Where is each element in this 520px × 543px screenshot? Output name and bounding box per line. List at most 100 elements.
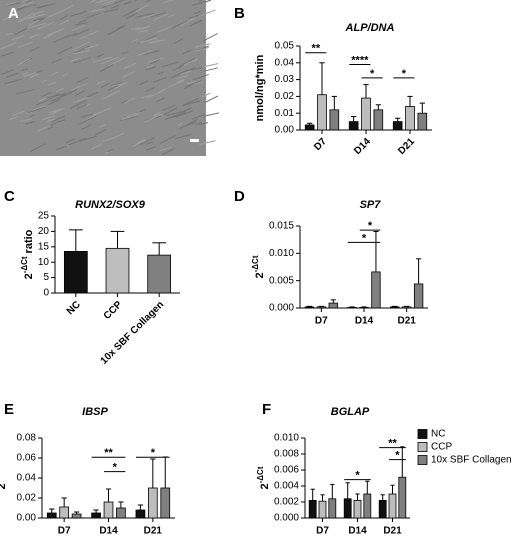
cell-texture bbox=[72, 96, 89, 104]
x-tick-label: D21 bbox=[383, 526, 402, 537]
y-tick-label: 0.010 bbox=[269, 248, 294, 259]
cell-texture bbox=[168, 14, 175, 18]
cell-texture bbox=[27, 13, 45, 20]
cell-texture bbox=[149, 39, 162, 44]
cell-texture bbox=[126, 112, 141, 118]
cell-texture bbox=[53, 34, 72, 43]
cell-texture bbox=[104, 8, 119, 13]
panel-letter: F bbox=[262, 401, 271, 418]
y-tick-label: 0.02 bbox=[275, 91, 295, 102]
cell-texture bbox=[94, 128, 107, 136]
cell-texture bbox=[107, 26, 124, 36]
cell-texture bbox=[80, 113, 94, 118]
bar bbox=[46, 512, 57, 519]
cell-texture bbox=[59, 19, 70, 25]
cell-texture bbox=[188, 13, 204, 19]
y-tick-label: 15 bbox=[38, 241, 50, 252]
cell-texture bbox=[139, 80, 149, 86]
y-tick-label: 20 bbox=[38, 226, 50, 237]
bar bbox=[71, 513, 82, 519]
cell-texture bbox=[25, 0, 32, 3]
cell-texture bbox=[78, 115, 95, 124]
cell-texture bbox=[58, 119, 66, 123]
cell-texture bbox=[95, 0, 110, 4]
cell-texture bbox=[170, 69, 188, 79]
cell-texture bbox=[72, 50, 90, 55]
cell-texture bbox=[149, 59, 160, 65]
cell-texture bbox=[186, 118, 199, 126]
bar bbox=[353, 499, 362, 519]
cell-texture bbox=[172, 66, 182, 71]
y-tick-label: 0.008 bbox=[274, 449, 299, 460]
cell-texture bbox=[25, 121, 36, 125]
cell-texture bbox=[201, 92, 211, 98]
bar bbox=[398, 476, 407, 519]
bar bbox=[160, 487, 171, 519]
cell-texture bbox=[55, 146, 65, 151]
cell-texture bbox=[17, 14, 36, 23]
legend-label: NC bbox=[431, 429, 445, 440]
cell-texture bbox=[51, 115, 66, 123]
y-axis-label: 2-ΔCt bbox=[256, 466, 271, 489]
cell-texture bbox=[119, 115, 139, 121]
x-tick-label: D21 bbox=[396, 136, 417, 157]
cell-texture bbox=[142, 14, 155, 19]
cell-texture bbox=[96, 80, 105, 85]
cell-texture bbox=[195, 43, 211, 48]
y-tick-label: 0.01 bbox=[275, 108, 295, 119]
cell-texture bbox=[111, 82, 129, 87]
cell-texture bbox=[19, 12, 35, 22]
bar bbox=[328, 498, 337, 519]
y-tick-label: 0.010 bbox=[274, 433, 299, 444]
cell-texture bbox=[60, 15, 69, 20]
bar bbox=[103, 501, 114, 519]
bar bbox=[388, 493, 397, 519]
cell-texture bbox=[114, 0, 125, 5]
bar bbox=[390, 306, 400, 309]
cell-texture bbox=[137, 50, 152, 56]
y-tick-label: 0.04 bbox=[17, 473, 37, 484]
cell-texture bbox=[79, 135, 98, 142]
cell-texture bbox=[7, 2, 21, 7]
bar bbox=[135, 509, 146, 519]
cell-texture bbox=[100, 82, 110, 88]
cell-texture bbox=[73, 57, 92, 64]
y-label-base: 2 bbox=[259, 483, 271, 489]
cell-texture bbox=[27, 106, 47, 114]
cell-texture bbox=[50, 71, 59, 76]
cell-texture bbox=[166, 110, 186, 116]
cell-texture bbox=[46, 118, 55, 123]
bar bbox=[317, 94, 327, 131]
cell-texture bbox=[47, 107, 66, 116]
bar bbox=[401, 306, 412, 309]
y-tick-label: 0.06 bbox=[17, 453, 37, 464]
y-label-suffix: ratio bbox=[23, 229, 35, 253]
cell-texture bbox=[173, 38, 184, 44]
y-tick-label: 0.000 bbox=[274, 513, 299, 524]
cell-texture bbox=[36, 3, 56, 9]
chart-title: ALP/DNA bbox=[345, 22, 395, 34]
cell-texture bbox=[76, 104, 88, 110]
significance-label: * bbox=[151, 447, 156, 459]
cell-texture bbox=[193, 19, 203, 24]
cell-texture bbox=[29, 34, 39, 39]
cell-texture bbox=[41, 91, 52, 98]
cell-texture bbox=[100, 56, 119, 65]
cell-texture bbox=[37, 5, 46, 9]
cell-texture bbox=[81, 124, 92, 130]
cell-texture bbox=[190, 66, 203, 71]
cell-texture bbox=[63, 4, 74, 11]
cell-texture bbox=[90, 8, 105, 13]
cell-texture bbox=[116, 24, 126, 30]
cell-texture bbox=[41, 79, 48, 83]
cell-texture bbox=[5, 72, 19, 78]
cell-texture bbox=[192, 113, 206, 120]
chart-title: IBSP bbox=[82, 406, 108, 418]
cell-texture bbox=[183, 84, 192, 90]
cell-texture bbox=[77, 19, 87, 24]
cell-texture bbox=[17, 4, 37, 10]
cell-texture bbox=[137, 29, 149, 33]
chart-title: SP7 bbox=[360, 199, 382, 211]
cell-texture bbox=[28, 114, 35, 118]
